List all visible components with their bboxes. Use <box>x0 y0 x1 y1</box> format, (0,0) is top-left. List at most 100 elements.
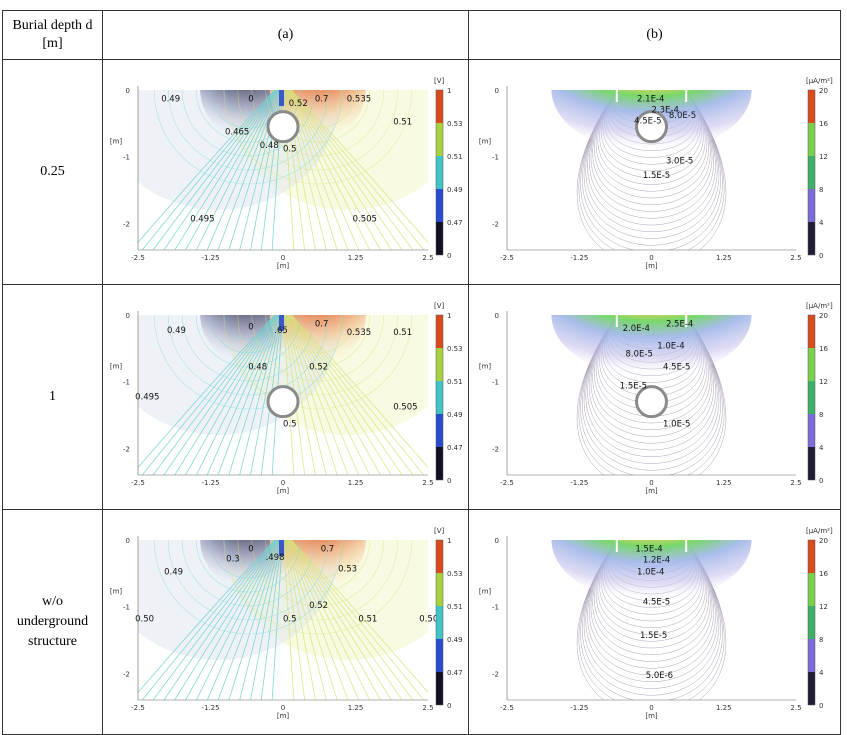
x-tick-label: 0 <box>649 479 653 487</box>
equipotential-line <box>286 90 349 250</box>
equipotential-line <box>290 90 425 250</box>
current-streamline <box>587 315 716 451</box>
pipe-cross-section <box>266 385 300 419</box>
x-axis-unit: [m] <box>645 262 658 270</box>
equipotential-ring <box>265 90 371 143</box>
y-tick-label: 0 <box>126 312 130 320</box>
contour-label: 1.2E-4 <box>643 556 670 566</box>
colorbar-tick-label: 20 <box>819 87 828 95</box>
colorbar-tick-label: 0 <box>819 702 823 710</box>
colorbar-tick-label: 0 <box>447 702 451 710</box>
equipotential-line <box>284 315 316 475</box>
equipotential-ring <box>237 315 399 396</box>
equipotential-line <box>290 315 428 469</box>
equipotential-line <box>239 90 282 250</box>
contour-label: 4.5E-5 <box>663 363 690 373</box>
equipotential-ring <box>195 315 301 368</box>
equipotential-line <box>239 540 282 700</box>
colorbar-tick-label: 12 <box>819 603 828 611</box>
equipotential-line <box>289 540 414 700</box>
equipotential-line <box>283 540 306 700</box>
equipotential-ring <box>293 540 343 565</box>
equipotential-line <box>138 315 276 469</box>
colorbar-tick-label: 8 <box>819 636 823 644</box>
x-tick-label: 0 <box>649 704 653 712</box>
current-streamline <box>585 90 718 232</box>
contour-label: 1.5E-5 <box>620 381 647 391</box>
equipotential-line <box>284 90 327 250</box>
colorbar-segment <box>808 606 815 639</box>
y-tick-label: -2 <box>492 445 499 453</box>
contour-label: 2.0E-4 <box>623 324 650 334</box>
header-col-a: (a) <box>102 10 469 60</box>
colorbar-segment <box>808 381 815 414</box>
x-tick-label: -2.5 <box>131 704 145 712</box>
colorbar-frame <box>807 89 816 256</box>
equipotential-line <box>217 90 280 250</box>
colorbar-segment <box>808 90 815 123</box>
colorbar-segment <box>808 315 815 348</box>
equipotential-line <box>290 90 428 244</box>
equipotential-line <box>289 315 414 475</box>
x-tick-label: 2.5 <box>790 254 801 262</box>
colorbar-tick-label: 0.47 <box>447 669 463 677</box>
contour-label: 0.53 <box>338 564 357 574</box>
equipotential-ring <box>223 540 273 565</box>
pipe-cross-section <box>266 110 300 144</box>
colorbar-tick-label: 4 <box>819 444 824 452</box>
current-streamline <box>582 90 721 246</box>
colorbar-tick-label: 0.53 <box>447 120 463 128</box>
equipotential-line <box>141 540 276 700</box>
colorbar-segment <box>808 639 815 672</box>
equipotential-line <box>206 315 280 475</box>
equipotential-line <box>196 315 279 475</box>
equipotential-line <box>289 90 414 250</box>
equipotential-line <box>287 540 370 700</box>
plot-b-row1: 2.5E-4 2.0E-4 1.0E-4 8.0E-5 4.5E-5 1.5E-5 1.0E… <box>468 284 841 510</box>
equipotential-line <box>284 540 327 700</box>
equipotential-ring <box>181 540 315 607</box>
y-tick-label: -2 <box>492 670 499 678</box>
electrode-right <box>685 90 688 102</box>
colorbar-tick-label: 16 <box>819 120 828 128</box>
contour-label: 0.505 <box>393 403 417 413</box>
colorbar-segment <box>808 540 815 573</box>
equipotential-ring <box>265 315 371 368</box>
equipotential-line <box>283 90 306 250</box>
contour-label: 0.51 <box>393 118 412 128</box>
contour-label: 0.7 <box>315 94 329 104</box>
field-area <box>138 315 428 475</box>
y-tick-label: -2 <box>123 670 130 678</box>
equipotential-line <box>228 540 281 700</box>
contour-label: 0.465 <box>225 128 249 138</box>
equipotential-ring <box>293 90 343 115</box>
electrode-left <box>615 315 618 327</box>
electrode-left <box>615 540 618 552</box>
colorbar-segment <box>436 123 443 156</box>
equipotential-ring <box>223 540 413 635</box>
colorbar-tick-label: 12 <box>819 153 828 161</box>
contour-label: 0.7 <box>315 319 329 329</box>
equipotential-line <box>289 90 403 250</box>
colorbar-segment <box>436 672 443 705</box>
equipotential-line <box>217 540 280 700</box>
y-axis-unit: [m] <box>110 137 123 145</box>
equipotential-ring <box>251 315 385 382</box>
colorbar-segment <box>436 381 443 414</box>
equipotential-line <box>141 90 276 250</box>
colorbar-segment <box>436 189 443 222</box>
colorbar-segment <box>808 189 815 222</box>
equipotential-ring <box>209 315 287 354</box>
x-tick-label: 2.5 <box>422 704 433 712</box>
current-streamline <box>583 315 720 464</box>
current-streamline <box>582 315 721 471</box>
contour-label: 1.0E-4 <box>637 568 664 578</box>
x-tick-label: 2.5 <box>790 479 801 487</box>
current-density-plot: 2.1E-4 2.3E-48.0E-5 4.5E-5 3.0E-5 1.5E-5 -2.5… <box>479 77 833 270</box>
colorbar-tick-label: 0.53 <box>447 345 463 353</box>
colorbar-tick-label: 0.49 <box>447 411 463 419</box>
colorbar-segment <box>808 123 815 156</box>
colorbar-unit: [V] <box>434 77 445 85</box>
contour-label: 8.0E-5 <box>669 111 696 121</box>
